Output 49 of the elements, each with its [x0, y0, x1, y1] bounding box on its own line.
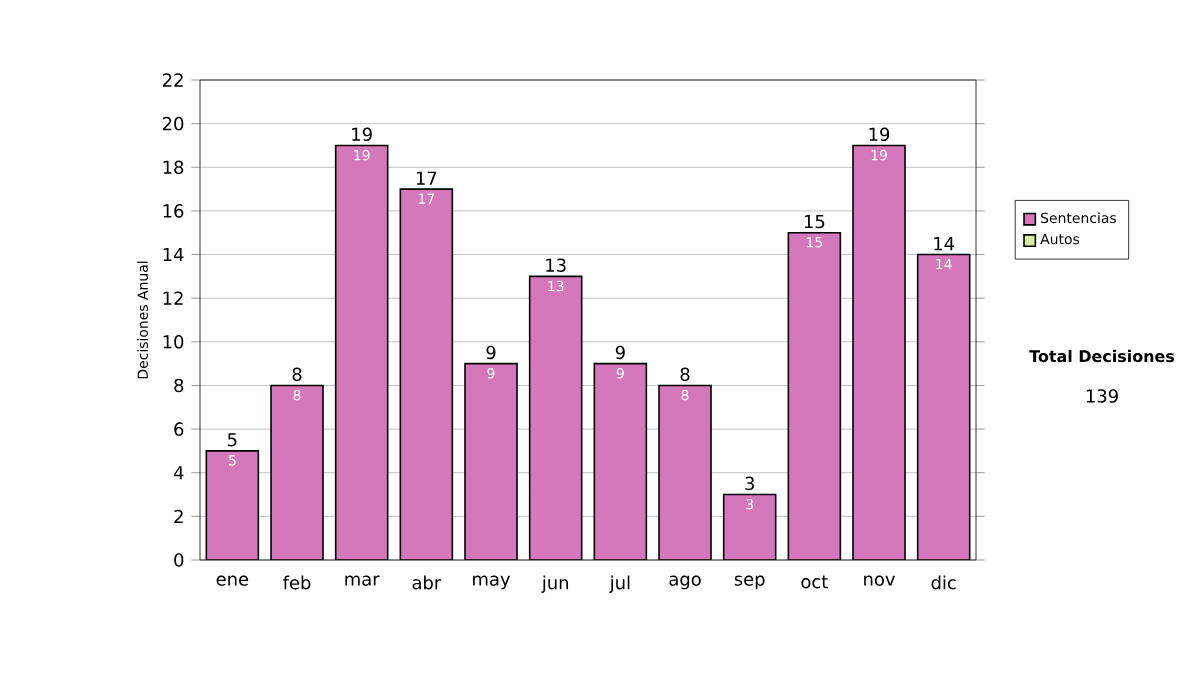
bar	[723, 494, 776, 560]
total-label: 17	[416, 171, 437, 185]
x-tick-label: jun	[541, 575, 569, 593]
total-label: 3	[745, 476, 754, 491]
bar	[271, 385, 324, 560]
total-label: 8	[292, 367, 302, 382]
bar	[594, 363, 647, 560]
bar	[400, 189, 453, 560]
y-tick-label: 16	[163, 204, 184, 218]
x-tick-label: ene	[216, 575, 249, 586]
total-label: 15	[804, 215, 825, 229]
y-tick-label: 18	[163, 160, 184, 175]
y-tick-label: 22	[162, 73, 183, 87]
total-label: 13	[546, 258, 566, 272]
bar	[206, 450, 259, 560]
total-label: 19	[869, 127, 890, 142]
bar	[853, 145, 906, 560]
x-tick-label: feb	[283, 575, 311, 590]
total-label: 8	[680, 367, 690, 382]
x-tick-label: sep	[734, 575, 765, 590]
bar	[465, 363, 518, 560]
bar	[788, 232, 841, 560]
y-tick-label: 10	[163, 335, 184, 349]
total-label: 9	[486, 345, 496, 360]
y-tick-label: 20	[162, 116, 184, 131]
x-tick-label: nov	[864, 575, 895, 586]
x-tick-label: may	[473, 575, 511, 590]
y-tick-label: 4	[173, 466, 184, 480]
text: 139	[1086, 389, 1118, 403]
x-tick-label: jul	[609, 575, 630, 593]
bar	[916, 253, 971, 560]
total-label: 5	[228, 433, 237, 447]
total-label: 9	[615, 345, 625, 360]
y-tick-label: 8	[174, 378, 184, 393]
y-tick-label: 12	[163, 291, 183, 305]
bar	[659, 385, 712, 560]
y-tick-label: 14	[163, 248, 184, 262]
x-tick-label: abr	[412, 575, 442, 590]
x-tick-label: oct	[801, 575, 828, 589]
x-tick-label: dic	[931, 575, 956, 590]
y-tick-label: 2	[174, 509, 183, 524]
bar	[335, 145, 388, 560]
x-tick-label: mar	[345, 575, 380, 586]
total-label: 14	[934, 237, 955, 251]
x-tick-label: ago	[669, 575, 701, 590]
total-label: 19	[352, 127, 372, 142]
y-tick-label: 6	[174, 422, 184, 436]
bar	[529, 276, 582, 560]
y-tick-label: 0	[174, 553, 184, 567]
